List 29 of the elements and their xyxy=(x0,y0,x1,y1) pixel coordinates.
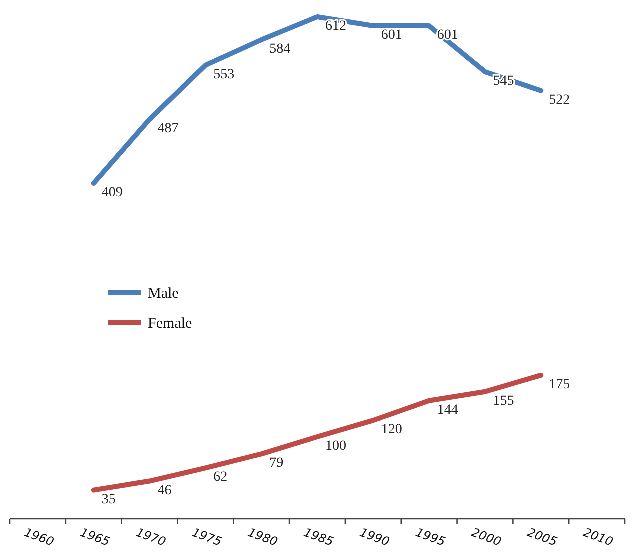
x-tick-label: 1960 xyxy=(22,525,56,550)
data-label: 522 xyxy=(549,92,570,108)
x-tick-label: 1965 xyxy=(78,525,112,550)
x-tick-label: 1975 xyxy=(190,525,224,550)
x-tick-label: 2005 xyxy=(526,525,560,550)
x-tick-label: 2000 xyxy=(470,525,504,550)
data-label: 155 xyxy=(493,394,514,409)
data-label: 487 xyxy=(158,122,179,137)
legend-label: Male xyxy=(148,286,180,302)
data-label: 409 xyxy=(102,186,123,201)
legend-label: Female xyxy=(148,316,192,332)
data-label: 120 xyxy=(381,422,402,438)
data-label: 100 xyxy=(326,438,346,454)
data-label: 35 xyxy=(102,492,116,508)
data-label: 144 xyxy=(437,402,458,418)
data-label: 175 xyxy=(549,377,570,392)
data-label: 46 xyxy=(158,483,172,498)
x-tick-label: 2010 xyxy=(582,525,616,550)
x-tick-label: 1980 xyxy=(246,525,280,550)
data-label: 612 xyxy=(326,19,346,34)
data-label: 79 xyxy=(270,456,284,472)
data-label: 553 xyxy=(214,67,235,82)
data-label: 601 xyxy=(381,28,402,44)
data-label: 62 xyxy=(214,470,228,486)
x-tick-label: 1995 xyxy=(414,525,448,550)
x-tick-label: 1985 xyxy=(302,525,336,550)
x-tick-label: 1990 xyxy=(358,525,392,550)
x-tick-label: 1970 xyxy=(134,525,168,550)
data-label: 584 xyxy=(270,42,291,57)
